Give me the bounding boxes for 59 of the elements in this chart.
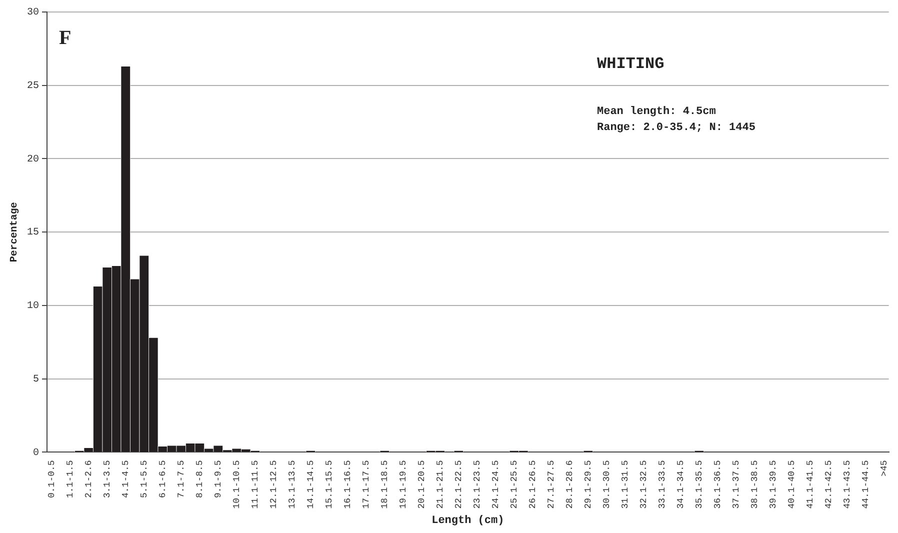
x-tick-label: 19.1-19.5 [398,460,409,509]
y-axis-title: Percentage [10,202,21,262]
x-tick-label: 42.1-42.5 [824,460,834,509]
x-tick-label: 20.1-20.5 [417,460,428,509]
annotation: F [59,27,72,49]
x-tick-label: 2.1-2.6 [84,460,94,498]
x-tick-label: 3.1-3.5 [102,460,113,498]
x-tick-label: 39.1-39.5 [768,460,779,509]
x-axis-title: Length (cm) [432,515,504,528]
x-tick-label: 11.1-11.5 [250,460,261,509]
x-tick-label: 16.1-16.5 [343,460,354,509]
x-tick-label: 34.1-34.5 [676,460,686,509]
x-tick-label: 22.1-22.5 [454,460,464,509]
x-tick-label: 33.1-33.5 [658,460,668,509]
annotation: Mean length: 4.5cm [597,106,716,118]
y-tick-label: 25 [26,81,39,92]
x-tick-label: 8.1-8.5 [195,460,206,498]
x-tick-label: 15.1-15.5 [324,460,335,509]
annotation: WHITING [597,55,664,73]
x-tick-label: 24.1-24.5 [491,460,502,509]
x-tick-label: 28.1-28.6 [565,460,576,509]
y-tick-label: 10 [26,301,39,312]
x-tick-label: 27.1-27.5 [546,460,557,509]
x-tick-label: 43.1-43.5 [842,460,853,509]
y-tick-label: 0 [32,448,39,459]
x-tick-label: 18.1-18.5 [380,460,390,509]
x-tick-label: 37.1-37.5 [732,460,742,509]
x-tick-label: 14.1-14.5 [306,460,316,509]
x-tick-label: 7.1-7.5 [176,460,187,498]
x-tick-label: 29.1-29.5 [584,460,594,509]
x-tick-label: 23.1-23.5 [472,460,483,509]
y-tick-label: 5 [32,374,39,386]
x-tick-label: 9.1-9.5 [214,460,224,498]
x-tick-label: 32.1-32.5 [639,460,650,509]
x-tick-label: 1.1-1.5 [66,460,76,498]
x-tick-label: 17.1-17.5 [362,460,372,509]
y-tick-label: 30 [26,8,39,19]
x-tick-label: 44.1-44.5 [861,460,872,509]
x-tick-label: 5.1-5.5 [140,460,150,498]
y-tick-label: 20 [26,154,39,166]
x-tick-label: >45 [880,460,890,476]
x-tick-label: 21.1-21.5 [436,460,446,509]
x-tick-label: 10.1-10.5 [232,460,242,509]
x-tick-label: 25.1-25.5 [510,460,520,509]
x-tick-label: 36.1-36.5 [713,460,724,509]
x-tick-label: 31.1-31.5 [620,460,631,509]
x-tick-label: 40.1-40.5 [787,460,798,509]
x-tick-label: 4.1-4.5 [121,460,132,498]
x-tick-label: 0.1-0.5 [47,460,58,498]
x-tick-label: 6.1-6.5 [158,460,168,498]
x-tick-label: 41.1-41.5 [806,460,816,509]
x-tick-label: 38.1-38.5 [750,460,760,509]
x-tick-label: 26.1-26.5 [528,460,538,509]
x-tick-label: 13.1-13.5 [288,460,298,509]
x-tick-label: 35.1-35.5 [694,460,705,509]
x-tick-label: 30.1-30.5 [602,460,612,509]
y-tick-label: 15 [26,228,39,239]
x-tick-label: 12.1-12.5 [269,460,280,509]
annotation: Range: 2.0-35.4; N: 1445 [597,122,756,134]
